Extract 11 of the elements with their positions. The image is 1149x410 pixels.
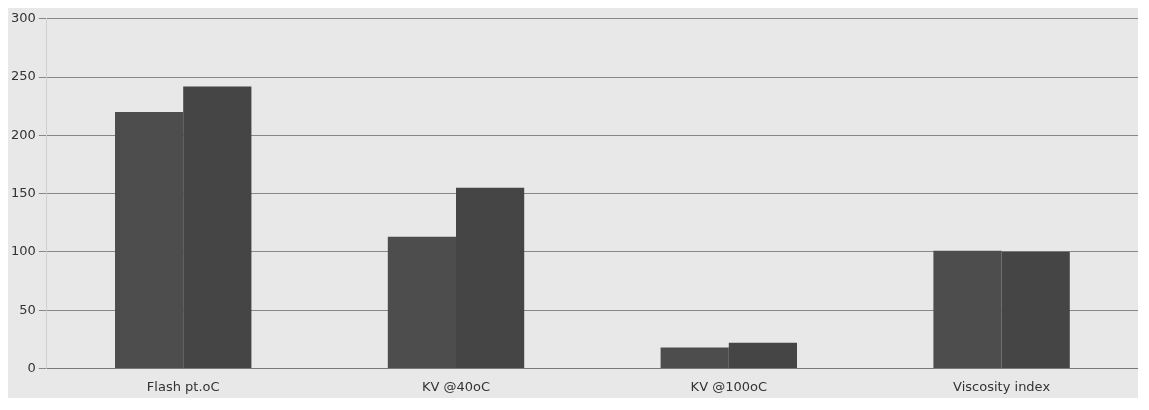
y-tick-label: 200 <box>10 126 36 142</box>
x-tick-label: KV @40oC <box>421 378 491 394</box>
y-tick-label: 300 <box>10 10 36 26</box>
x-tick-label: Viscosity index <box>953 378 1051 394</box>
y-tick-label: 100 <box>10 243 36 259</box>
y-tick-label: 0 <box>27 359 36 375</box>
x-tick-label: Flash pt.oC <box>146 378 220 394</box>
y-tick-label: 250 <box>10 68 36 84</box>
y-tick-label: 150 <box>10 184 36 200</box>
y-tick-label: 50 <box>19 301 36 317</box>
x-tick-label: KV @100oC <box>690 378 768 394</box>
